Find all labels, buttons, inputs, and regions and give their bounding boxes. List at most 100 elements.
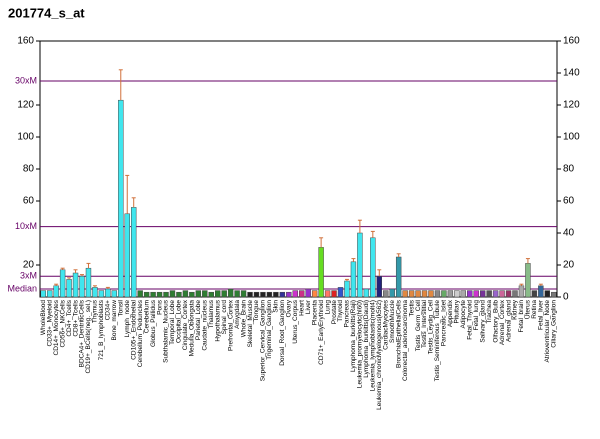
x-tick-label: CD8+_Tcells: [72, 299, 79, 336]
bar: [428, 290, 434, 298]
x-tick-label: SmoothMuscle: [389, 300, 396, 343]
bar: [389, 288, 395, 298]
x-tick-label: Thalamus: [208, 299, 215, 328]
x-tick-label: Testis_Seminiferous_Tubule: [434, 300, 441, 382]
bar: [182, 290, 189, 298]
x-tick-label: Skin: [273, 300, 280, 313]
bar: [111, 290, 118, 298]
x-tick-label: Occipital_Lobe: [176, 300, 183, 343]
bar: [227, 288, 234, 298]
y2-tick-label: 120: [563, 100, 580, 111]
x-tick-label: Atrioventricular_Node: [544, 300, 551, 363]
y2-tick-label: 100: [563, 132, 580, 143]
bar: [434, 290, 441, 298]
x-tick-label: Olfactory_Bulb: [492, 300, 499, 343]
x-tick-label: CardiacMyocytes: [382, 299, 389, 350]
x-tick-label: Adipocyte: [460, 300, 467, 329]
x-tick-label: Testis_Leydig_Cell: [428, 299, 435, 354]
bar: [538, 285, 544, 298]
x-tick-label: Cingulate_Cortex: [182, 299, 189, 350]
bar: [363, 288, 370, 298]
x-tick-label: Medulla_Oblongata: [189, 300, 196, 357]
bar: [176, 291, 182, 298]
y-tick-label: 80: [23, 164, 35, 175]
bar: [376, 275, 382, 298]
bar: [131, 207, 137, 298]
x-tick-label: CD71+_EarlyErythroid: [318, 300, 325, 365]
bar: [318, 247, 324, 298]
x-tick-label: CD33+_Myeloid: [46, 300, 53, 347]
x-tick-label: Lymphoma_burkitts(Raji): [350, 300, 357, 372]
y2-tick-label: 80: [563, 164, 575, 175]
x-tick-label: Heart: [298, 300, 305, 316]
y2-tick-label: 160: [563, 36, 580, 47]
bar: [479, 290, 486, 298]
bar: [408, 290, 415, 298]
x-tick-label: Lung: [324, 300, 331, 315]
x-tick-label: Fetal_brain: [518, 300, 525, 333]
x-tick-label: CD19+_BCells(neg._sel.): [85, 300, 92, 374]
x-tick-label: Amygdala: [234, 300, 241, 329]
x-tick-label: Testis_Germ_Cell: [415, 299, 422, 351]
x-tick-label: Testis_Interstitial: [421, 299, 428, 348]
bar: [79, 275, 85, 298]
y-tick-label: 120: [17, 100, 34, 111]
bar: [273, 291, 279, 298]
bar: [383, 290, 389, 298]
x-tick-label: CD34+: [105, 300, 112, 321]
x-tick-label: Ovary: [286, 299, 293, 317]
x-tick-label: Thyroid: [337, 300, 344, 322]
x-tick-label: Fetal_lung: [473, 300, 480, 331]
bar: [234, 290, 240, 298]
x-tick-label: Pancreatic_Islet: [441, 300, 448, 346]
bar: [544, 290, 551, 298]
bar: [215, 290, 221, 298]
x-tick-label: Liver: [305, 299, 312, 314]
x-tick-label: Caudate_nucleus: [202, 299, 209, 350]
y2-tick-label: 0: [563, 292, 569, 303]
x-tick-label: Leukemia_chronicMyelogenous(k562): [376, 300, 383, 410]
bar: [292, 290, 298, 298]
x-tick-label: Salivary_gland: [479, 300, 486, 343]
bar: [531, 290, 538, 298]
x-tick-label: Colorectal_adenocarcinoma: [402, 300, 409, 381]
x-tick-label: CD56+_NKCells: [59, 299, 66, 347]
x-tick-label: Subthalamic_Nucleus: [163, 299, 170, 363]
bar: [92, 287, 98, 298]
x-tick-label: Pancreas: [344, 299, 351, 327]
bar: [518, 285, 525, 298]
bar: [143, 291, 150, 298]
x-tick-label: Temporal_Lobe: [169, 300, 176, 345]
bar: [492, 290, 499, 298]
bar: [279, 291, 286, 298]
y2-tick-label: 60: [563, 196, 575, 207]
bar: [286, 291, 292, 298]
bar: [415, 290, 421, 298]
x-tick-label: Retina: [531, 300, 538, 319]
x-tick-label: Skeletal_Muscle: [247, 300, 254, 348]
bar: [247, 291, 253, 298]
x-tick-label: Thymus: [92, 299, 99, 323]
bar: [53, 285, 59, 298]
bar: [305, 288, 311, 298]
bar: [221, 290, 227, 298]
bar: [124, 213, 130, 298]
bar: [505, 290, 512, 298]
x-tick-label: Superior_Cervical_Ganglion: [260, 300, 267, 382]
y-tick-label: 160: [17, 36, 34, 47]
reference-label: 10xM: [15, 221, 37, 231]
bar: [499, 290, 505, 298]
bar: [512, 290, 518, 298]
y-tick-label: 60: [23, 196, 35, 207]
bar: [357, 232, 363, 298]
y2-tick-label: 40: [563, 228, 575, 239]
x-tick-label: Bone_marrow: [111, 300, 118, 341]
x-tick-label: Uterus_Corpus: [292, 299, 299, 343]
bar: [105, 288, 111, 298]
x-tick-label: Whole_Brain: [240, 300, 247, 338]
x-tick-label: Prefrontal_Cortex: [227, 299, 234, 351]
reference-label: 30xM: [15, 75, 37, 85]
bar: [467, 290, 473, 298]
x-tick-label: CD105+_Endothelial: [130, 299, 137, 359]
x-tick-label: CD14+_Monocytes: [53, 299, 60, 355]
